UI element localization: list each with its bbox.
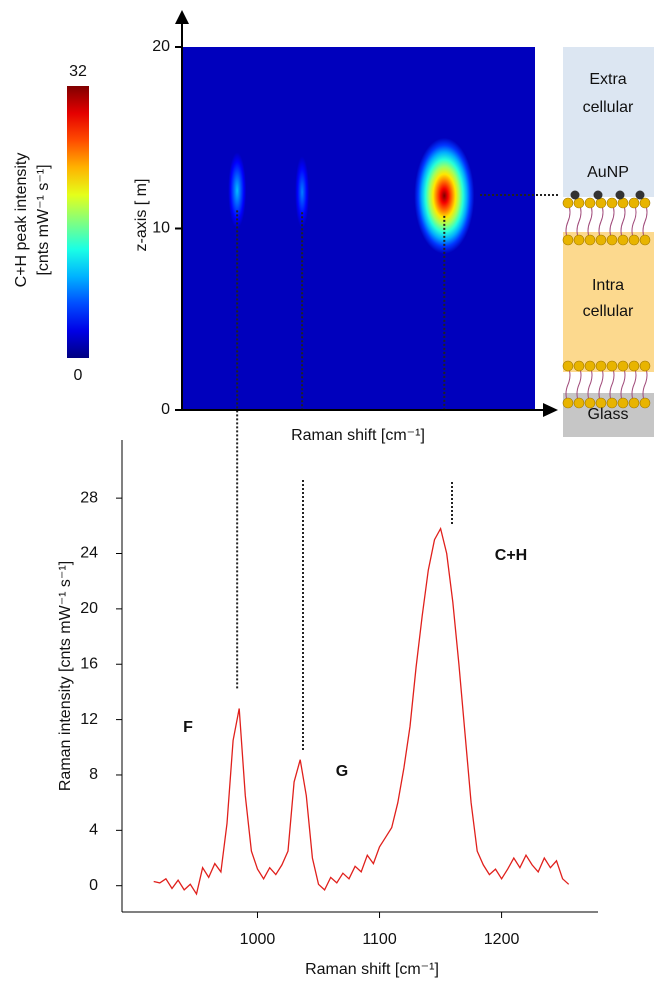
lipid-head: [562, 234, 574, 246]
lipid-tail: [620, 202, 626, 241]
lipid-head: [628, 197, 640, 209]
colorbar: [67, 86, 89, 358]
x-tick-label: 1100: [362, 931, 397, 948]
lipid-head: [617, 360, 629, 372]
peak-label: G: [336, 763, 348, 780]
lipid-head: [573, 360, 585, 372]
heatmap-background: [182, 47, 535, 410]
lipid-tail: [576, 365, 582, 404]
aunp: [570, 190, 580, 200]
y-tick-label: 0: [89, 877, 98, 894]
layer-label: AuNP: [587, 164, 629, 181]
lipid-head: [639, 234, 651, 246]
lipid-head: [617, 197, 629, 209]
y-tick-label: 10: [152, 220, 170, 237]
y-axis-label: z-axis [ m]: [133, 179, 150, 252]
aunp: [615, 190, 625, 200]
spot: [295, 156, 310, 229]
lipid-tail: [642, 365, 648, 404]
lipid-head: [573, 397, 585, 409]
spot: [414, 137, 475, 254]
lipid-head: [628, 397, 640, 409]
lipid-head: [562, 397, 574, 409]
lipid-tail: [631, 202, 637, 241]
layer-label: cellular: [583, 303, 634, 320]
lipid-tail: [565, 202, 571, 241]
lipid-head: [584, 234, 596, 246]
lipid-head: [628, 360, 640, 372]
layer-label: Extra: [589, 71, 626, 88]
y-tick-label: 24: [80, 545, 98, 562]
intracellular: [563, 232, 654, 372]
layer-label: cellular: [583, 99, 634, 116]
layer-label: Glass: [588, 406, 629, 423]
lipid-tail: [587, 202, 593, 241]
colorbar-label: C+H peak intensity: [13, 153, 30, 288]
lipid-head: [606, 234, 618, 246]
lipid-tail: [609, 365, 615, 404]
colorbar-tick-label: 32: [69, 63, 87, 80]
lipid-head: [639, 197, 651, 209]
lipid-head: [573, 197, 585, 209]
lipid-tail: [609, 202, 615, 241]
lipid-head: [606, 397, 618, 409]
peak-label: F: [183, 719, 193, 736]
x-tick-label: 1200: [484, 931, 520, 948]
lipid-tail: [598, 365, 604, 404]
y-tick-label: 12: [80, 711, 98, 728]
lipid-head: [606, 197, 618, 209]
x-tick-label: 1000: [240, 931, 276, 948]
lipid-head: [639, 397, 651, 409]
lipid-head: [595, 360, 607, 372]
lipid-tail: [642, 202, 648, 241]
x-axis-label: Raman shift [cm⁻¹]: [291, 427, 425, 444]
y-tick-label: 0: [161, 401, 170, 418]
spectrum-line: [153, 526, 570, 896]
lipid-head: [639, 360, 651, 372]
peak-label: C+H: [495, 547, 527, 564]
extracellular: [563, 47, 654, 197]
lipid-head: [628, 234, 640, 246]
spot: [228, 152, 247, 229]
y-tick-label: 8: [89, 766, 98, 783]
lipid-head: [617, 397, 629, 409]
y-tick-label: 20: [80, 600, 98, 617]
y-tick-label: 16: [80, 655, 98, 672]
lipid-head: [595, 197, 607, 209]
lipid-tail: [631, 365, 637, 404]
lipid-tail: [565, 365, 571, 404]
lipid-head: [584, 360, 596, 372]
lipid-head: [617, 234, 629, 246]
lipid-head: [584, 397, 596, 409]
lipid-head: [606, 360, 618, 372]
lipid-head: [573, 234, 585, 246]
layer-label: Intra: [592, 277, 624, 294]
x-axis-label: Raman shift [cm⁻¹]: [305, 961, 439, 978]
y-arrow: [175, 10, 189, 24]
lipid-head: [595, 234, 607, 246]
aunp: [593, 190, 603, 200]
x-arrow: [543, 403, 558, 417]
colorbar-tick-label: 0: [74, 367, 83, 384]
lipid-head: [562, 360, 574, 372]
y-tick-label: 28: [80, 489, 98, 506]
lipid-head: [562, 197, 574, 209]
y-axis-label: Raman intensity [cnts mW⁻¹ s⁻¹]: [57, 561, 74, 791]
lipid-tail: [598, 202, 604, 241]
lipid-tail: [620, 365, 626, 404]
y-tick-label: 20: [152, 38, 170, 55]
lipid-head: [584, 197, 596, 209]
lipid-tail: [587, 365, 593, 404]
colorbar-label: [cnts mW⁻¹ s⁻¹]: [35, 164, 52, 275]
y-tick-label: 4: [89, 822, 98, 839]
lipid-tail: [576, 202, 582, 241]
lipid-head: [595, 397, 607, 409]
aunp: [635, 190, 645, 200]
